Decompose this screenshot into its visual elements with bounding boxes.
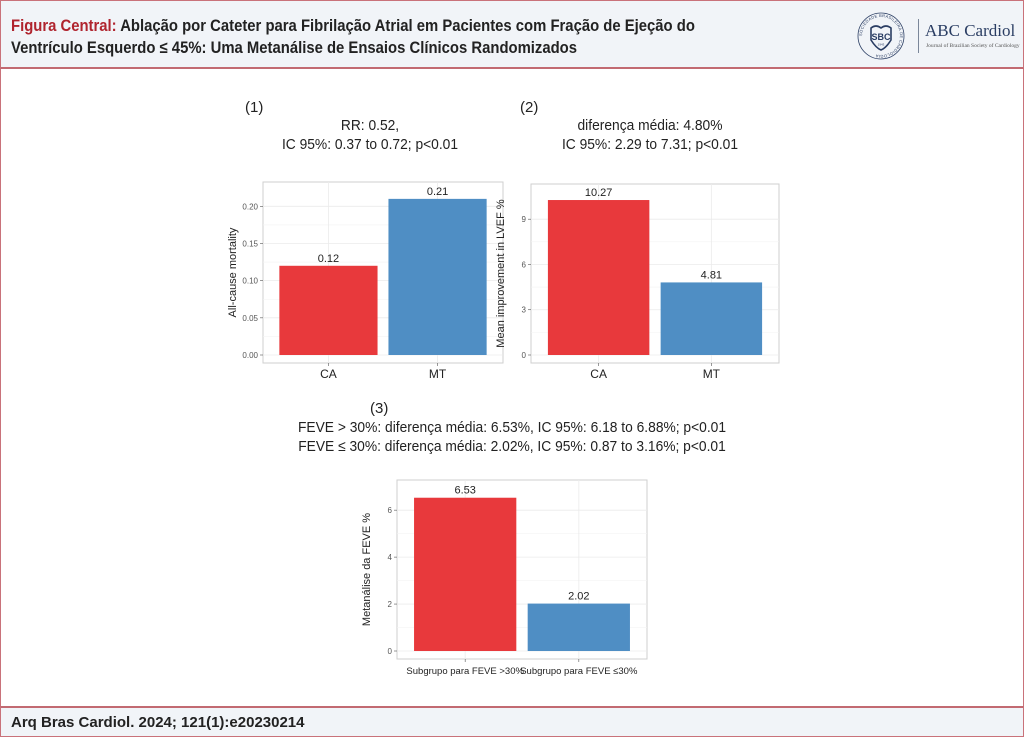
figure-title: Figura Central: Ablação por Cateter para…: [11, 15, 731, 59]
panel-1-label: (1): [245, 99, 264, 116]
panel-3-stat-line1: FEVE > 30%: diferença média: 6.53%, IC 9…: [297, 419, 727, 436]
chart-1-ytick-label: 0.20: [242, 202, 258, 211]
panel-1-stats: RR: 0.52, IC 95%: 0.37 to 0.72; p<0.01: [250, 116, 489, 154]
sbc-seal-icon: SOCIEDADE BRASILEIRA DE CARDIOLOGIA SBC …: [857, 12, 905, 60]
chart-1-ylabel: All-cause mortality: [227, 227, 239, 317]
seal-text: SBC: [871, 32, 891, 42]
chart-1-ytick-label: 0.00: [242, 351, 258, 360]
panel-2-stat-line2: IC 95%: 2.29 to 7.31; p<0.01: [561, 136, 739, 153]
panel-3-stats: FEVE > 30%: diferença média: 6.53%, IC 9…: [282, 418, 742, 456]
chart-1-value-label: 0.21: [427, 186, 448, 198]
panel-1-stat-line1: RR: 0.52,: [340, 117, 400, 134]
title-line2: Ventrículo Esquerdo ≤ 45%: Uma Metanális…: [11, 39, 578, 57]
chart-1-bar-mt: [388, 198, 487, 355]
chart-2-ytick-label: 3: [522, 306, 527, 315]
chart-3-ytick-label: 2: [388, 600, 393, 609]
panel-2-stat-line1: diferença média: 4.80%: [577, 117, 723, 134]
panel-3-stat-line2: FEVE ≤ 30%: diferença média: 2.02%, IC 9…: [298, 438, 726, 455]
chart-2-bar-mt: [660, 282, 763, 355]
chart-3-category-label: Subgrupo para FEVE >30%: [406, 666, 524, 677]
panel-1-stat-line2: IC 95%: 0.37 to 0.72; p<0.01: [281, 136, 459, 153]
chart-2-value-label: 10.27: [585, 187, 613, 199]
panel-3-label: (3): [370, 400, 389, 417]
chart-3-value-label: 6.53: [454, 485, 475, 497]
chart-2-value-label: 4.81: [701, 269, 722, 281]
citation: Arq Bras Cardiol. 2024; 121(1):e20230214: [11, 714, 305, 731]
chart-3-ytick-label: 6: [388, 506, 393, 515]
chart-1-category-label: MT: [429, 367, 447, 381]
chart-2-category-label: MT: [703, 367, 721, 381]
chart-2-ylabel: Mean improvement in LVEF %: [495, 199, 507, 348]
footer: Arq Bras Cardiol. 2024; 121(1):e20230214: [0, 706, 1024, 737]
chart-1-ytick-label: 0.15: [242, 239, 258, 248]
chart-1-value-label: 0.12: [318, 253, 339, 265]
title-prefix: Figura Central:: [11, 17, 117, 35]
chart-2-ytick-label: 9: [522, 215, 527, 224]
chart-3-bar-subgrupo-para-feve-30-: [527, 603, 630, 651]
panel-2-stats: diferença média: 4.80% IC 95%: 2.29 to 7…: [529, 116, 772, 154]
panel-2-label: (2): [520, 99, 539, 116]
seal-year: 1943: [878, 43, 885, 47]
logo-divider: [918, 19, 919, 53]
chart-3-bar-subgrupo-para-feve-30-: [414, 497, 517, 651]
chart-2-bar-ca: [547, 200, 650, 355]
chart-3-ytick-label: 0: [388, 647, 393, 656]
chart-2-ytick-label: 6: [522, 260, 527, 269]
chart-3-category-label: Subgrupo para FEVE ≤30%: [520, 666, 638, 677]
chart-3-value-label: 2.02: [568, 591, 589, 603]
chart-2-category-label: CA: [590, 367, 607, 381]
chart-1-ytick-label: 0.05: [242, 314, 258, 323]
journal-name: ABC Cardiol: [925, 21, 1016, 40]
journal-subtitle: Journal of Brazilian Society of Cardiolo…: [926, 43, 1020, 49]
chart-3-ytick-label: 4: [388, 553, 393, 562]
chart-1-category-label: CA: [320, 367, 337, 381]
chart-3-ylabel: Metanálise da FEVE %: [361, 513, 373, 626]
header: Figura Central: Ablação por Cateter para…: [0, 0, 1024, 69]
journal-logo: SOCIEDADE BRASILEIRA DE CARDIOLOGIA SBC …: [856, 11, 1024, 61]
chart-1-ytick-label: 0.10: [242, 277, 258, 286]
chart-2-ytick-label: 0: [522, 351, 527, 360]
title-line1: Ablação por Cateter para Fibrilação Atri…: [120, 17, 695, 35]
chart-1-bar-ca: [279, 265, 378, 355]
